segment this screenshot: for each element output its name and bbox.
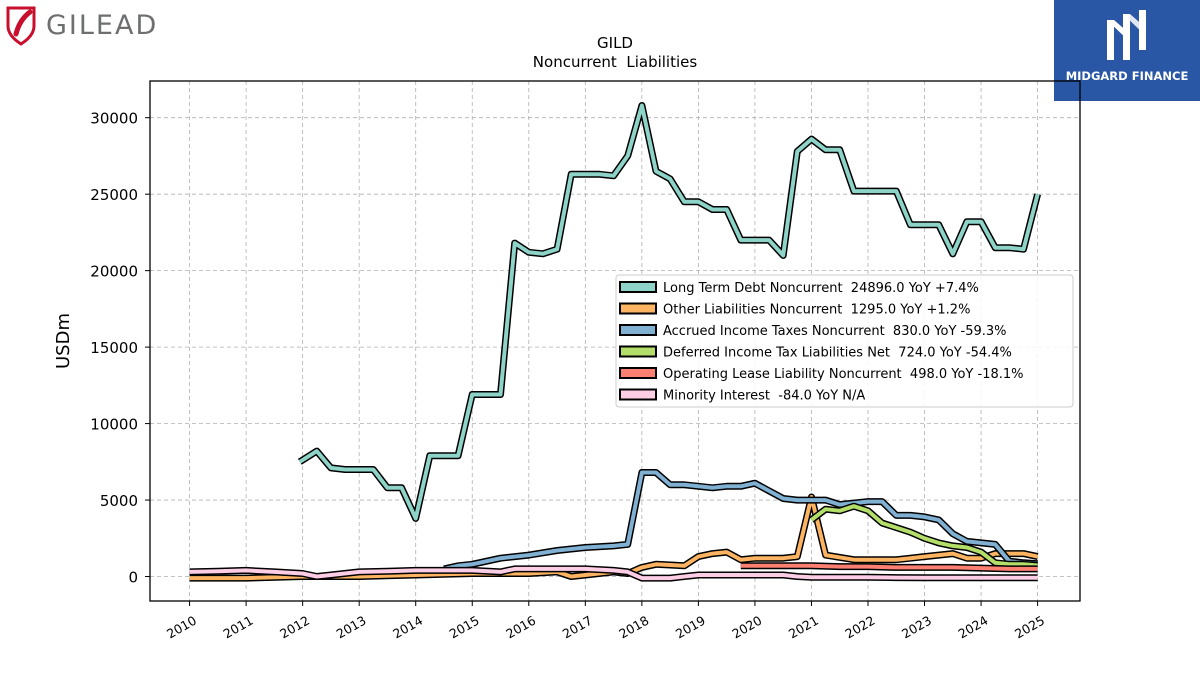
x-tick-label: 2014: [390, 613, 425, 642]
series-layer: [189, 102, 1041, 582]
midgard-finance-logo: MIDGARD FINANCE: [1054, 0, 1200, 101]
x-tick-label: 2024: [956, 613, 991, 642]
x-tick-label: 2015: [447, 613, 482, 642]
x-tick-label: 2020: [729, 613, 764, 642]
legend-swatch: [619, 367, 657, 379]
legend-label: Other Liabilities Noncurrent 1295.0 YoY …: [663, 303, 970, 318]
x-tick-label: 2016: [503, 613, 538, 642]
x-tick-label: 2023: [899, 613, 934, 642]
legend-label: Deferred Income Tax Liabilities Net 724.…: [663, 346, 1012, 361]
gilead-wordmark: GILEAD: [46, 10, 159, 41]
x-tick-label: 2012: [277, 613, 312, 642]
series-5-line: [189, 566, 1038, 581]
plot-frame: [149, 80, 1081, 602]
chart-subtitle: Noncurrent Liabilities: [533, 53, 698, 71]
x-tick-label: 2025: [1012, 613, 1047, 642]
x-tick-label: 2017: [560, 613, 595, 642]
legend-label: Minority Interest -84.0 YoY N/A: [663, 389, 865, 404]
legend-label: Operating Lease Liability Noncurrent 498…: [663, 367, 1024, 382]
series-0-line: [298, 103, 1040, 521]
legend-label: Long Term Debt Noncurrent 24896.0 YoY +7…: [663, 281, 979, 296]
y-tick-label: 10000: [90, 416, 138, 434]
gilead-logo: GILEAD: [4, 4, 164, 48]
legend-swatch: [619, 281, 657, 293]
x-tick-label: 2018: [616, 613, 651, 642]
series-4-line: [740, 563, 1038, 571]
x-tick-label: 2021: [786, 613, 821, 642]
y-tick-label: 30000: [90, 110, 138, 128]
midgard-wordmark: MIDGARD FINANCE: [1065, 69, 1189, 83]
legend-box: [615, 274, 1074, 408]
legend-swatch: [619, 388, 657, 401]
y-tick-label: 15000: [90, 339, 138, 357]
series-3-line: [810, 504, 1038, 568]
y-axis: 0 5000 10000 15000 20000 25000 30000: [90, 110, 150, 587]
series-1-line: [189, 495, 1039, 581]
x-tick-label: 2013: [334, 613, 369, 642]
legend-swatch: [619, 324, 657, 336]
y-tick-label: 20000: [90, 263, 138, 281]
midgard-emblem-icon: [1107, 10, 1146, 60]
x-axis: 2010 2011 2012 2013 2014 2015 2016 2017 2018 2019…: [164, 601, 1047, 642]
y-tick-label: 25000: [90, 186, 138, 204]
x-tick-label: 2011: [221, 613, 256, 642]
x-tick-label: 2022: [842, 613, 877, 642]
x-tick-label: 2019: [673, 613, 708, 642]
y-tick-label: 5000: [100, 492, 138, 510]
y-tick-label: 0: [128, 569, 138, 587]
legend-label: Accrued Income Taxes Noncurrent 830.0 Yo…: [663, 324, 1007, 339]
x-tick-label: 2010: [164, 613, 199, 642]
legend-swatch: [619, 302, 657, 315]
chart-title: GILD: [597, 34, 633, 52]
legend: Long Term Debt Noncurrent 24896.0 YoY +7…: [615, 274, 1074, 408]
gilead-shield-icon: [6, 6, 36, 46]
y-axis-label: USDm: [53, 313, 74, 369]
series-2-line: [443, 470, 1038, 571]
legend-swatch: [619, 345, 657, 358]
